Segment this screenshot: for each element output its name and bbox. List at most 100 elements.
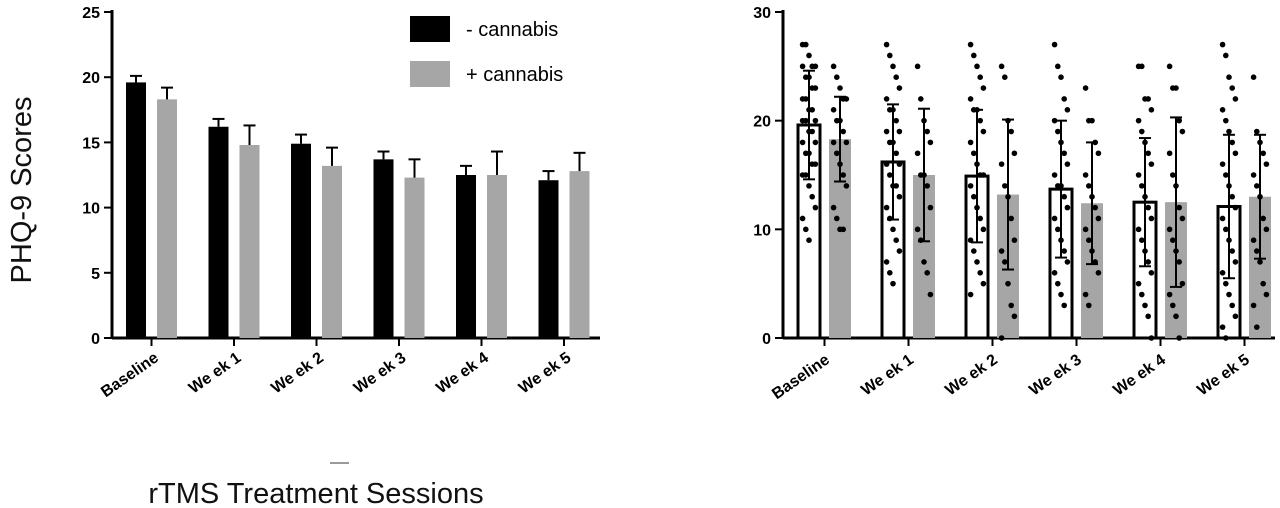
data-point: [1250, 302, 1257, 309]
data-point: [927, 204, 934, 211]
data-point: [1135, 117, 1142, 124]
data-point: [1092, 204, 1098, 211]
data-point: [896, 193, 903, 200]
data-point: [883, 161, 890, 167]
data-point: [1250, 237, 1257, 243]
data-point: [980, 280, 987, 287]
data-point: [974, 259, 980, 265]
data-point: [1229, 85, 1235, 91]
data-point: [1005, 193, 1011, 200]
data-point: [893, 183, 899, 189]
data-point: [896, 85, 903, 91]
data-point: [967, 291, 974, 298]
data-point: [1089, 248, 1095, 254]
data-point: [1135, 226, 1142, 233]
data-point: [1058, 139, 1064, 146]
data-point: [806, 150, 812, 157]
data-point: [1260, 150, 1266, 157]
data-point: [977, 270, 983, 276]
data-point: [1148, 161, 1155, 167]
data-point: [1002, 183, 1008, 189]
data-point: [1173, 183, 1179, 189]
data-point: [1250, 172, 1257, 178]
left-y-tick-label: 0: [91, 331, 100, 348]
data-point: [1223, 335, 1229, 341]
data-point: [1135, 280, 1142, 287]
data-point: [809, 193, 815, 200]
data-point: [1055, 128, 1061, 135]
data-point: [1219, 215, 1226, 222]
bar-cannabis: [487, 175, 507, 338]
data-point: [893, 74, 899, 80]
data-point: [1166, 291, 1173, 298]
data-point: [924, 128, 930, 135]
bar-no-cannabis: [373, 159, 394, 338]
data-point: [887, 172, 893, 178]
right-category-label: We ek 1: [858, 351, 916, 399]
data-point: [803, 117, 809, 124]
data-point: [924, 183, 930, 189]
data-point: [927, 291, 934, 298]
data-point: [1061, 248, 1067, 254]
data-point: [1139, 237, 1145, 243]
data-point: [834, 74, 840, 80]
data-point: [890, 280, 896, 287]
data-point: [1179, 280, 1186, 287]
data-point: [803, 41, 809, 48]
data-point: [806, 183, 812, 189]
data-point: [921, 117, 927, 124]
data-point: [1226, 74, 1232, 80]
data-point: [1257, 259, 1263, 265]
left-y-tick-label: 25: [82, 5, 100, 22]
data-point: [980, 172, 987, 178]
data-point: [830, 107, 837, 113]
right-category-label: We ek 2: [942, 351, 1000, 399]
data-point: [890, 139, 896, 146]
data-point: [887, 52, 893, 59]
data-point: [1232, 259, 1239, 265]
data-point: [840, 226, 846, 233]
right-y-tick-label: 0: [762, 331, 771, 348]
dot-bar-cannabis: [829, 139, 851, 338]
data-point: [974, 204, 980, 211]
data-point: [896, 248, 903, 254]
legend-label-no-cannabis: - cannabis: [466, 19, 558, 41]
dot-bar-cannabis: [913, 175, 935, 338]
data-point: [806, 52, 812, 59]
data-point: [974, 107, 980, 113]
data-point: [893, 150, 899, 157]
data-point: [1142, 139, 1148, 146]
data-point: [1064, 259, 1071, 265]
data-point: [967, 183, 974, 189]
data-point: [812, 161, 819, 167]
data-point: [1061, 302, 1067, 309]
data-point: [1219, 161, 1226, 167]
bar-cannabis: [569, 171, 590, 338]
data-point: [896, 161, 903, 167]
data-point: [887, 270, 893, 276]
data-point: [883, 41, 890, 48]
data-point: [1263, 226, 1270, 233]
data-point: [1176, 204, 1182, 211]
data-point: [980, 128, 987, 135]
right-dot-bar-chart: 0 10 20 30 Baseline We ek 1 We ek 2 We ek 3 We e…: [753, 5, 1275, 403]
data-point: [1254, 324, 1260, 330]
data-point: [1232, 313, 1239, 320]
data-point: [927, 139, 934, 146]
data-point: [921, 259, 927, 265]
data-point: [1260, 215, 1266, 222]
data-point: [980, 85, 987, 91]
data-point: [1142, 248, 1148, 254]
data-point: [1135, 172, 1142, 178]
data-point: [1055, 280, 1061, 287]
data-point: [1051, 117, 1058, 124]
data-point: [1179, 128, 1186, 135]
data-point: [1051, 41, 1058, 48]
data-point: [1139, 128, 1145, 135]
data-point: [1145, 313, 1151, 320]
data-point: [1139, 63, 1145, 70]
data-point: [1176, 259, 1182, 265]
data-point: [1173, 248, 1179, 254]
bar-cannabis: [404, 177, 425, 338]
data-point: [1263, 291, 1270, 298]
